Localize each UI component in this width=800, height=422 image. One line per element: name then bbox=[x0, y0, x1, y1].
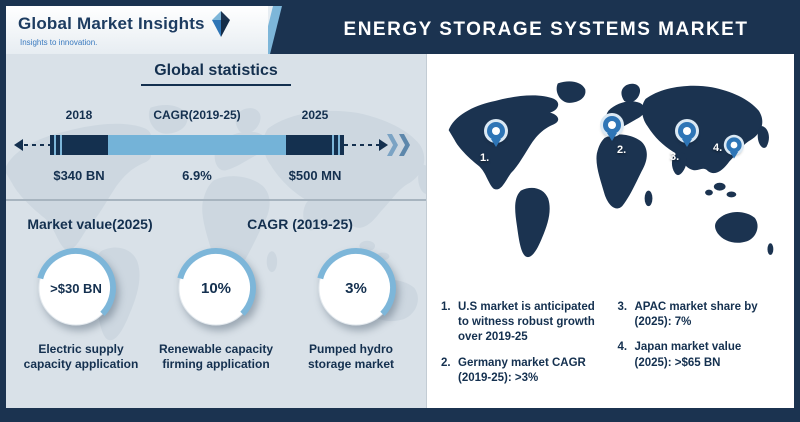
header-slant-accent bbox=[268, 6, 298, 54]
note-apac: 3. APAC market share by (2025): 7% bbox=[618, 300, 781, 330]
logo-tagline: Insights to innovation. bbox=[20, 38, 98, 47]
global-statistics-section: Global statistics 2018 CAGR(2019-25) 202… bbox=[6, 54, 426, 183]
map-pin-label-japan: 4. bbox=[713, 142, 723, 154]
note-number: 3. bbox=[617, 301, 628, 313]
kpi-label: Renewable capacity firming application bbox=[158, 342, 274, 371]
timeline-values: $340 BN 6.9% $500 MN bbox=[6, 168, 426, 183]
note-germany: 2. Germany market CAGR (2019-25): >3% bbox=[441, 356, 604, 386]
timeline-labels: 2018 CAGR(2019-25) 2025 bbox=[6, 108, 426, 122]
kpi-circle-renewable-firming: 10% bbox=[174, 246, 258, 330]
chevron-icon bbox=[399, 134, 410, 156]
start-year-bar-segment bbox=[50, 135, 108, 155]
header: Global Market Insights Insights to innov… bbox=[6, 6, 794, 54]
note-text: Japan market value (2025): >$65 BN bbox=[634, 341, 742, 369]
cagr-value: 6.9% bbox=[182, 168, 212, 183]
regional-panel: 1. 2. 3. 4. 1. U.S market is anticipated… bbox=[427, 54, 794, 408]
heading-underline bbox=[141, 84, 291, 86]
chevron-icon bbox=[387, 134, 398, 156]
kpi-section: Market value(2025) CAGR (2019-25) >$30 B… bbox=[6, 216, 426, 372]
global-statistics-heading: Global statistics bbox=[154, 62, 278, 79]
start-year-label: 2018 bbox=[65, 108, 93, 122]
note-japan: 4. Japan market value (2025): >$65 BN bbox=[618, 340, 781, 370]
logo-title: Global Market Insights bbox=[18, 14, 205, 33]
kpi-value: 3% bbox=[345, 279, 367, 297]
map-pin-apac bbox=[678, 122, 696, 147]
forward-chevrons-icon bbox=[386, 134, 416, 156]
end-year-label: 2025 bbox=[301, 108, 329, 122]
note-text: U.S market is anticipated to witness rob… bbox=[458, 301, 595, 344]
map-pin-label-us: 1. bbox=[480, 152, 490, 164]
map-pin-label-germany: 2. bbox=[617, 144, 627, 156]
kpi-label: Pumped hydro storage market bbox=[307, 342, 395, 371]
map-pin-us bbox=[487, 122, 505, 147]
cagr-label: CAGR(2019-25) bbox=[153, 108, 241, 122]
world-map-container: 1. 2. 3. 4. bbox=[427, 54, 794, 288]
kpi-circles: >$30 BN 10% bbox=[6, 232, 426, 330]
cagr-heading: CAGR (2019-25) bbox=[247, 216, 353, 232]
circle-ring-graphic bbox=[36, 248, 116, 328]
note-number: 4. bbox=[617, 341, 628, 354]
notes-column-right: 3. APAC market share by (2025): 7% 4. Ja… bbox=[618, 300, 781, 371]
circle-ring-graphic bbox=[316, 248, 396, 328]
timeline-bar bbox=[6, 134, 426, 156]
map-pin-label-apac: 3. bbox=[670, 151, 680, 163]
regional-notes: 1. U.S market is anticipated to witness … bbox=[427, 288, 794, 392]
kpi-labels: Electric supply capacity application Ren… bbox=[6, 330, 426, 372]
note-text: APAC market share by (2025): 7% bbox=[634, 301, 758, 329]
title-bar: ENERGY STORAGE SYSTEMS MARKET bbox=[298, 6, 794, 54]
kpi-circle-pumped-hydro: 3% bbox=[314, 246, 398, 330]
world-map-graphic bbox=[448, 81, 774, 258]
cagr-bar-segment bbox=[108, 135, 286, 155]
right-dashed-arrow bbox=[344, 139, 388, 151]
kpi-value: >$30 BN bbox=[50, 280, 102, 296]
logo-row: Global Market Insights bbox=[18, 11, 264, 37]
gmi-diamond-icon bbox=[211, 11, 230, 37]
page-title: ENERGY STORAGE SYSTEMS MARKET bbox=[343, 19, 749, 40]
logo-area: Global Market Insights Insights to innov… bbox=[6, 6, 268, 54]
note-us: 1. U.S market is anticipated to witness … bbox=[441, 300, 604, 346]
end-value: $500 MN bbox=[288, 168, 342, 183]
section-divider bbox=[6, 199, 426, 201]
page-body: Global statistics 2018 CAGR(2019-25) 202… bbox=[6, 54, 794, 408]
start-value: $340 BN bbox=[53, 168, 105, 183]
map-pin-germany bbox=[603, 116, 621, 141]
note-number: 2. bbox=[441, 356, 451, 369]
kpi-label: Electric supply capacity application bbox=[23, 342, 139, 371]
kpi-value: 10% bbox=[200, 279, 232, 297]
kpi-circle-electric-supply: >$30 BN bbox=[34, 246, 118, 330]
infographic-inner: Global Market Insights Insights to innov… bbox=[6, 6, 794, 408]
market-value-heading: Market value(2025) bbox=[27, 216, 153, 232]
end-year-bar-segment bbox=[286, 135, 344, 155]
left-dashed-arrow bbox=[14, 139, 50, 151]
circle-ring-graphic bbox=[176, 248, 256, 328]
note-number: 1. bbox=[441, 301, 451, 313]
notes-column-left: 1. U.S market is anticipated to witness … bbox=[441, 300, 604, 386]
statistics-panel: Global statistics 2018 CAGR(2019-25) 202… bbox=[6, 54, 427, 408]
kpi-headings: Market value(2025) CAGR (2019-25) bbox=[6, 216, 426, 232]
note-text: Germany market CAGR (2019-25): >3% bbox=[458, 356, 586, 384]
statistics-content: Global statistics 2018 CAGR(2019-25) 202… bbox=[6, 54, 426, 372]
map-pin-japan bbox=[726, 137, 742, 159]
